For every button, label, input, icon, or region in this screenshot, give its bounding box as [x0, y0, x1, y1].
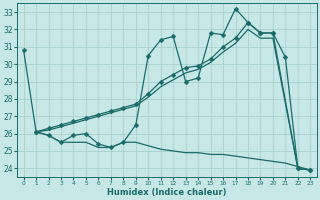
X-axis label: Humidex (Indice chaleur): Humidex (Indice chaleur) [107, 188, 227, 197]
